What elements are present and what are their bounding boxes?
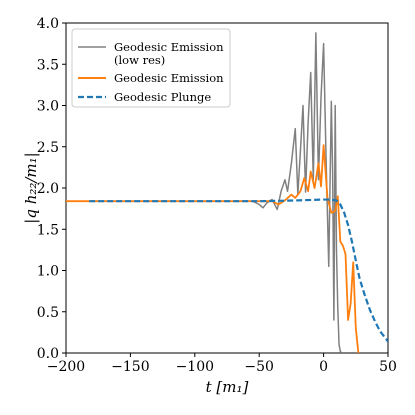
x-ticks: −200 −150 −100 −50 0 50 [47,353,397,375]
series-layer [66,32,388,353]
y-tick-label: 3.0 [37,99,59,115]
x-tick-label: −50 [244,359,274,375]
legend-box [71,28,231,108]
x-axis-label: t [m₁] [206,378,249,396]
legend-label-emission-lowres: Geodesic Emission [114,40,224,54]
legend-label-plunge: Geodesic Plunge [114,90,211,104]
y-tick-label: 0.0 [37,346,59,362]
legend: Geodesic Emission (low res) Geodesic Emi… [71,28,231,108]
series-line-emission [66,144,360,353]
y-tick-label: 2.5 [37,140,59,156]
y-tick-label: 2.0 [37,181,59,197]
x-tick-label: −150 [111,359,149,375]
x-tick-label: 50 [379,359,397,375]
y-axis-label: |q h₂₂/m₁| [22,152,40,223]
x-tick-label: −100 [176,359,214,375]
x-tick-label: 0 [319,359,328,375]
legend-label-emission: Geodesic Emission [114,71,224,85]
y-tick-label: 0.5 [37,305,59,321]
y-tick-label: 3.5 [37,57,59,73]
y-ticks: 0.0 0.5 1.0 1.5 2.0 2.5 3.0 3.5 4.0 [37,16,66,362]
series-line-plunge [89,198,388,343]
x-tick-label: −200 [47,359,85,375]
y-tick-label: 4.0 [37,16,59,32]
y-tick-label: 1.5 [37,222,59,238]
legend-label-emission-lowres-line2: (low res) [114,53,165,67]
y-tick-label: 1.0 [37,264,59,280]
